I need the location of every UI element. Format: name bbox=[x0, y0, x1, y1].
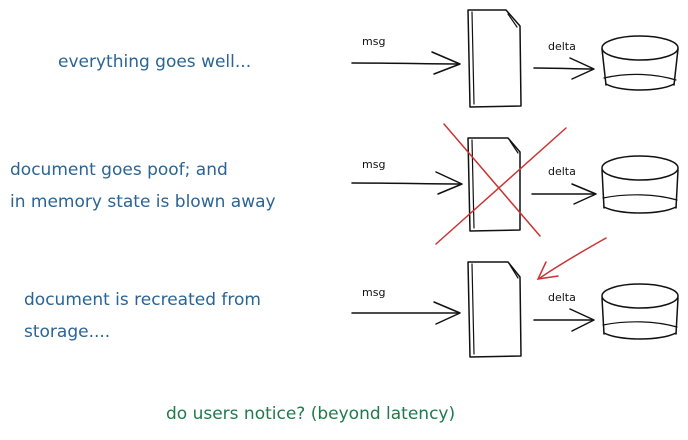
caption-row2-line1: document goes poof; and bbox=[10, 160, 228, 180]
document-icon-row3 bbox=[467, 261, 522, 358]
delta-arrow-row1 bbox=[533, 57, 595, 80]
msg-label-row3: msg bbox=[362, 286, 385, 299]
restore-arrow-red bbox=[536, 237, 607, 280]
msg-arrow-row2 bbox=[351, 171, 463, 195]
msg-label-row2: msg bbox=[362, 158, 385, 171]
delta-arrow-row2 bbox=[531, 183, 597, 205]
msg-arrow-row1 bbox=[351, 51, 461, 75]
document-icon-row1 bbox=[467, 9, 522, 108]
msg-label-row1: msg bbox=[362, 35, 385, 48]
delta-arrow-row3 bbox=[533, 308, 595, 332]
delta-label-row2: delta bbox=[548, 165, 576, 178]
delta-label-row1: delta bbox=[548, 40, 576, 53]
database-icon-row3 bbox=[601, 283, 679, 340]
database-icon-row1 bbox=[601, 35, 679, 91]
database-icon-row2 bbox=[601, 155, 679, 214]
footer-question: do users notice? (beyond latency) bbox=[166, 404, 455, 424]
caption-row3-line2: storage.... bbox=[24, 322, 110, 342]
caption-row3-line1: document is recreated from bbox=[24, 290, 261, 310]
row-everything-well: everything goes well... msg delta bbox=[58, 9, 679, 108]
row-document-poof: document goes poof; and in memory state … bbox=[10, 123, 679, 245]
caption-row2-line2: in memory state is blown away bbox=[10, 192, 276, 212]
caption-row1-line1: everything goes well... bbox=[58, 52, 251, 72]
document-icon-row2 bbox=[467, 137, 521, 232]
row-document-recreated: document is recreated from storage.... m… bbox=[24, 237, 679, 358]
strike-cross-icon bbox=[435, 123, 567, 245]
msg-arrow-row3 bbox=[351, 301, 461, 325]
delta-label-row3: delta bbox=[548, 291, 576, 304]
